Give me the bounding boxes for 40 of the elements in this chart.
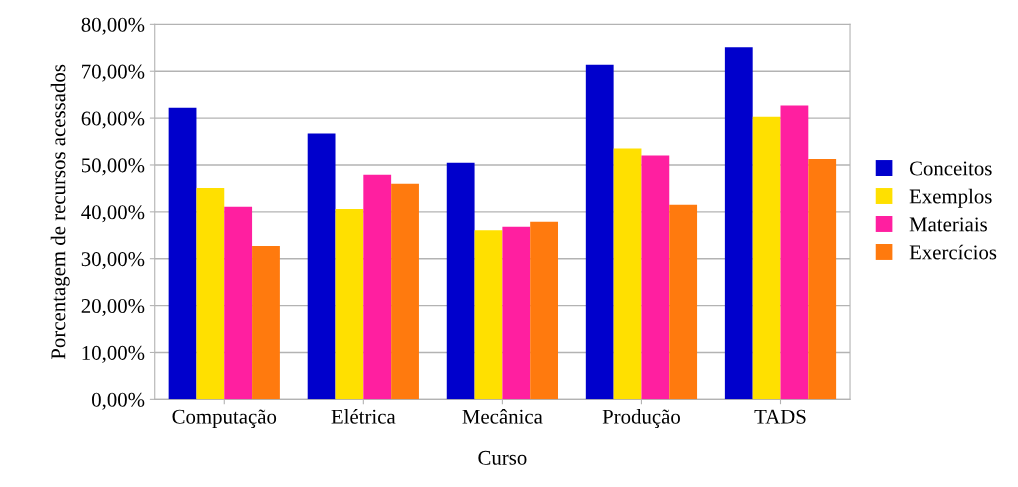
y-tick-label: 10,00% bbox=[82, 345, 145, 363]
bar bbox=[669, 204, 698, 400]
legend-label: Exemplos bbox=[909, 188, 992, 208]
x-tick-label: Computação bbox=[172, 409, 277, 428]
y-tick-label: 40,00% bbox=[81, 205, 145, 223]
bar bbox=[446, 162, 475, 400]
legend-label: Materiais bbox=[909, 217, 987, 232]
bar bbox=[224, 206, 253, 400]
y-tick-label: 70,00% bbox=[82, 64, 145, 82]
bar bbox=[502, 226, 531, 400]
y-tick-label: 50,00% bbox=[82, 158, 145, 176]
legend-label: Exercícios bbox=[909, 244, 997, 260]
y-tick-label: 0,00% bbox=[92, 392, 145, 410]
bar bbox=[780, 105, 809, 400]
bar bbox=[363, 174, 392, 400]
x-tick-label: Elétrica bbox=[331, 409, 396, 424]
x-axis-title: Curso bbox=[478, 450, 527, 465]
bar bbox=[724, 47, 753, 400]
bar bbox=[168, 107, 197, 400]
y-tick-label: 20,00% bbox=[81, 298, 145, 317]
y-axis-title: Porcentagem de recursos acessados bbox=[50, 64, 70, 360]
bar bbox=[641, 155, 670, 400]
bar bbox=[307, 133, 336, 400]
bar bbox=[808, 158, 837, 400]
bar bbox=[252, 246, 280, 400]
x-tick-label: TADS bbox=[754, 409, 806, 424]
x-tick-label: Produção bbox=[602, 409, 680, 428]
bar bbox=[335, 209, 364, 400]
bar bbox=[613, 148, 642, 400]
y-tick-label: 80,00% bbox=[81, 17, 145, 35]
bar bbox=[391, 183, 419, 400]
y-tick-label: 30,00% bbox=[81, 252, 145, 270]
bar bbox=[196, 187, 225, 400]
legend-label: Conceitos bbox=[909, 161, 992, 176]
bar bbox=[474, 230, 503, 400]
x-tick-label: Mecânica bbox=[462, 409, 543, 424]
y-tick-label: 60,00% bbox=[81, 111, 145, 129]
bar bbox=[530, 221, 559, 400]
bar bbox=[585, 64, 614, 400]
bar bbox=[752, 116, 781, 400]
